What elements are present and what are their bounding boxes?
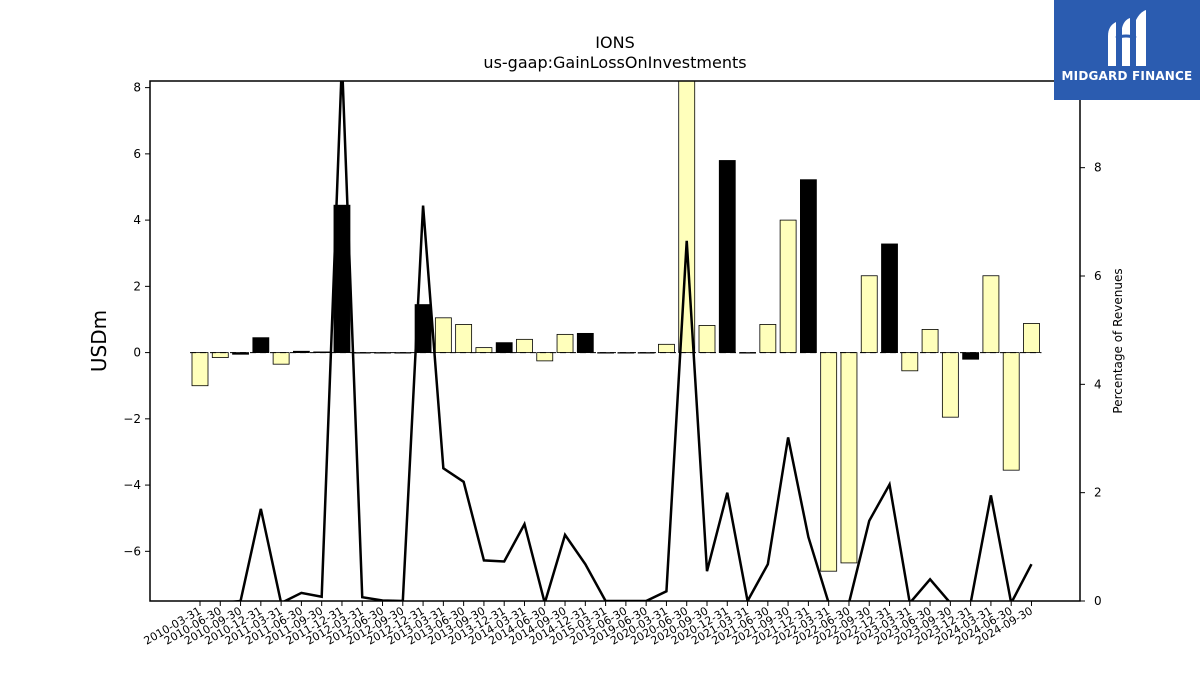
bar	[759, 324, 777, 353]
logo-text: MIDGARD FINANCE	[1061, 69, 1193, 83]
bar	[191, 352, 209, 387]
midgard-finance-logo: MIDGARD FINANCE	[1054, 0, 1200, 100]
y-tick-label: 0	[133, 346, 141, 360]
bar	[800, 179, 817, 353]
bar-series	[191, 81, 1040, 572]
bar	[556, 333, 574, 353]
y-tick-label: −6	[123, 544, 141, 558]
bar	[495, 342, 513, 353]
y2-tick-label: 2	[1094, 486, 1102, 500]
y-axis-left: −6 −4 −2 0 2 4 6 8	[123, 81, 150, 558]
bar	[1002, 352, 1020, 471]
y2-tick-label: 4	[1094, 377, 1102, 391]
chart-subtitle: us-gaap:GainLossOnInvestments	[483, 53, 746, 72]
y-axis-label: USDm	[87, 310, 111, 372]
bar	[434, 317, 452, 353]
y-axis-right: 0 2 4 6 8	[1080, 161, 1102, 608]
y-tick-label: 4	[133, 213, 141, 227]
bar	[211, 352, 229, 358]
bar	[698, 325, 716, 353]
percentage-line	[227, 81, 1033, 601]
y2-tick-label: 6	[1094, 269, 1102, 283]
bar	[982, 275, 1000, 353]
bar	[516, 338, 533, 353]
y-tick-label: 6	[133, 147, 141, 161]
x-axis: 2010-03-312010-06-302010-09-302010-12-31…	[142, 601, 1035, 648]
bar	[941, 352, 959, 418]
chart-title: IONS	[595, 33, 634, 52]
bar	[658, 343, 675, 353]
bar	[1023, 323, 1040, 353]
bar	[475, 347, 493, 353]
midgard-logo-icon	[1108, 10, 1146, 66]
bar	[881, 243, 898, 353]
bar	[860, 275, 878, 353]
bar	[921, 329, 939, 353]
bar	[901, 352, 919, 372]
y2-tick-label: 8	[1094, 161, 1102, 175]
bar	[272, 352, 290, 365]
y-tick-label: 8	[133, 81, 141, 95]
bar	[718, 160, 736, 353]
bar	[678, 81, 696, 353]
bar	[576, 332, 594, 353]
bar	[820, 352, 838, 572]
bar	[252, 337, 270, 353]
y-tick-label: −2	[123, 412, 141, 426]
bar	[840, 352, 858, 564]
bar	[455, 324, 473, 353]
plot-frame	[149, 80, 1081, 602]
bar	[779, 219, 797, 353]
y-tick-label: 2	[133, 279, 141, 293]
y-tick-label: −4	[123, 478, 141, 492]
bar	[536, 352, 554, 362]
y2-tick-label: 0	[1094, 594, 1102, 608]
y2-axis-label: Percentage of Revenues	[1111, 268, 1125, 413]
bar	[962, 352, 980, 360]
